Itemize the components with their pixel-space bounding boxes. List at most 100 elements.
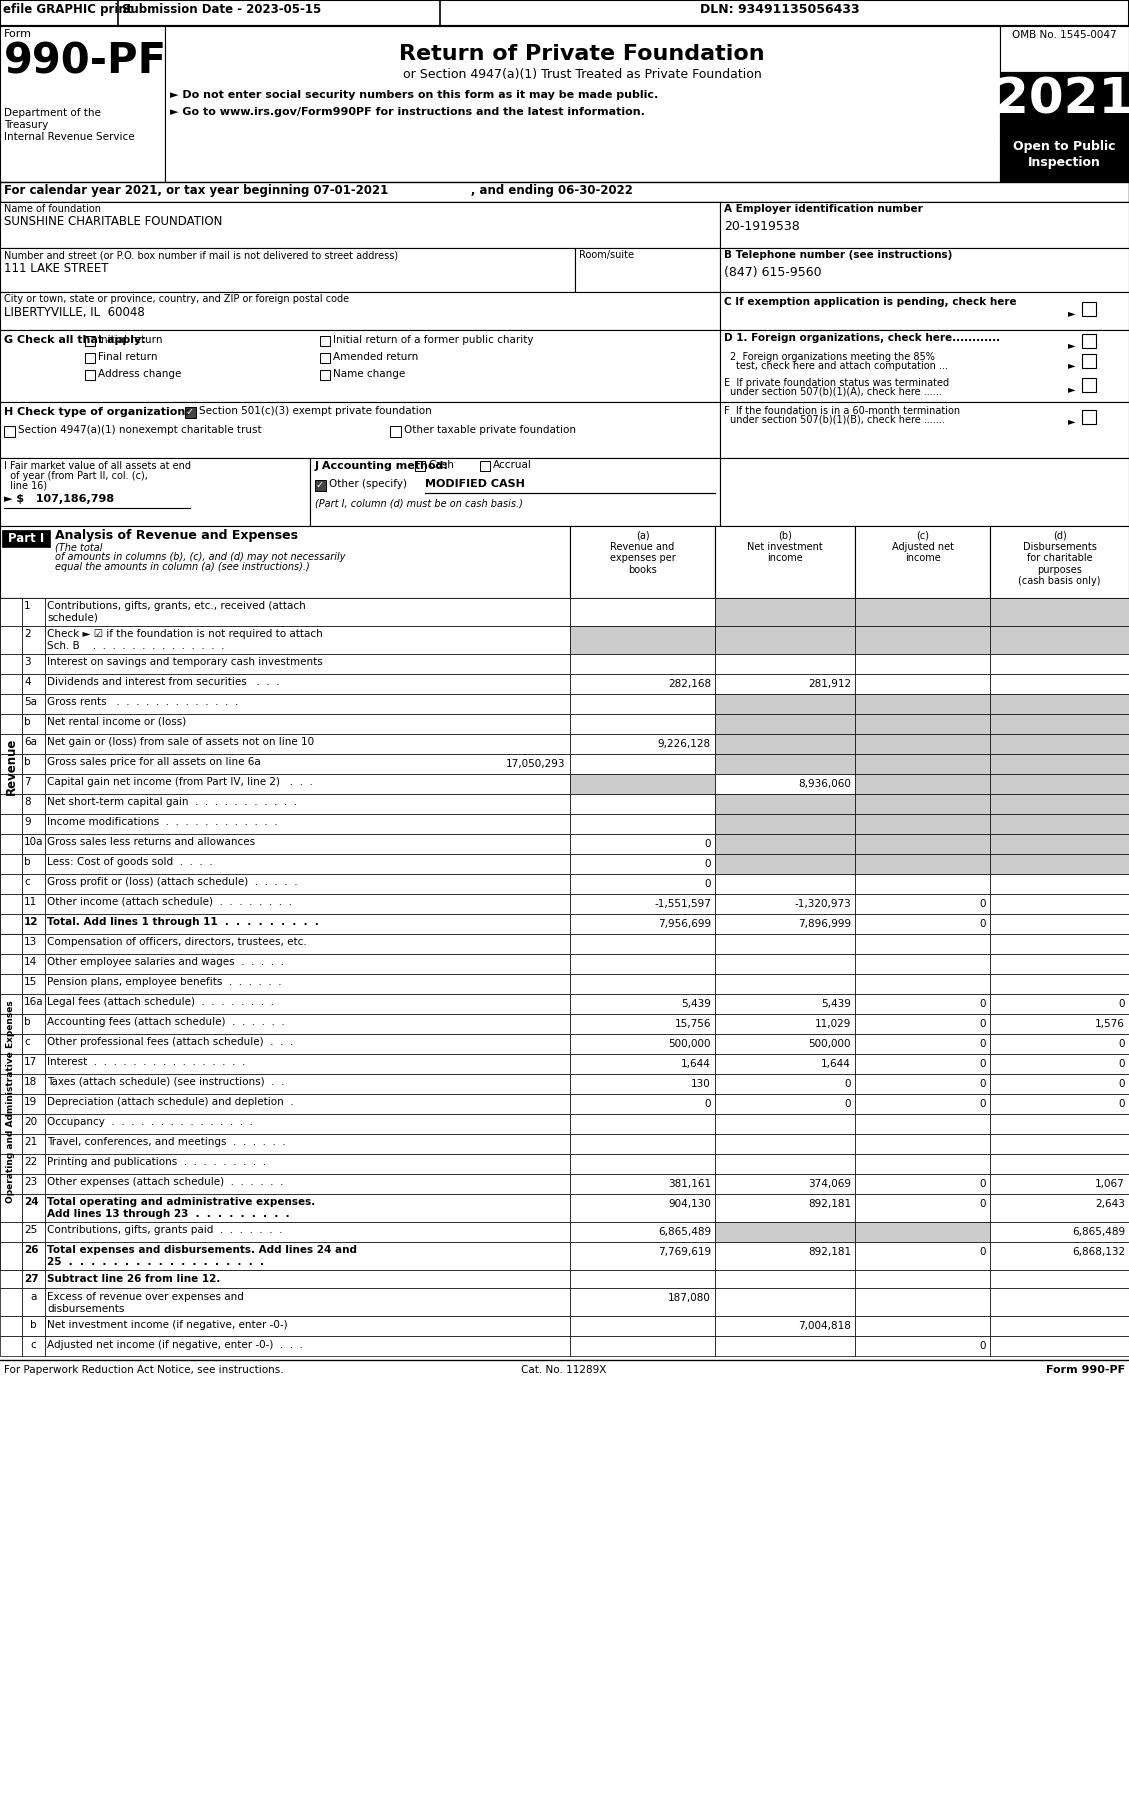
Bar xyxy=(21,599,45,626)
Text: 20-1919538: 20-1919538 xyxy=(724,219,799,234)
Bar xyxy=(0,1115,21,1135)
Text: 0: 0 xyxy=(980,1341,986,1350)
Text: Form 990-PF: Form 990-PF xyxy=(1045,1365,1124,1375)
Bar xyxy=(990,1093,1129,1115)
Text: 1,576: 1,576 xyxy=(1095,1019,1124,1028)
Bar xyxy=(45,814,570,834)
Text: 0: 0 xyxy=(1119,1079,1124,1090)
Bar xyxy=(0,1034,21,1054)
Bar xyxy=(715,894,855,913)
Bar xyxy=(570,1336,715,1356)
Text: ►: ► xyxy=(1068,307,1076,318)
Bar xyxy=(21,1093,45,1115)
Bar xyxy=(21,1223,45,1242)
Text: of amounts in columns (b), (c), and (d) may not necessarily: of amounts in columns (b), (c), and (d) … xyxy=(55,552,345,563)
Bar xyxy=(21,1174,45,1194)
Bar xyxy=(990,527,1129,599)
Text: 2,643: 2,643 xyxy=(1095,1199,1124,1208)
Bar xyxy=(45,1135,570,1154)
Text: -1,320,973: -1,320,973 xyxy=(794,899,851,910)
Bar xyxy=(21,814,45,834)
Bar xyxy=(45,1093,570,1115)
Bar xyxy=(720,403,1129,458)
Bar xyxy=(855,773,990,795)
Text: 904,130: 904,130 xyxy=(668,1199,711,1208)
Bar xyxy=(21,1115,45,1135)
Text: ✓: ✓ xyxy=(186,406,194,417)
Text: 8,936,060: 8,936,060 xyxy=(798,779,851,789)
Text: Submission Date - 2023-05-15: Submission Date - 2023-05-15 xyxy=(122,4,322,16)
Bar xyxy=(0,599,21,933)
Bar xyxy=(990,913,1129,933)
Bar xyxy=(570,714,715,734)
Text: Amended return: Amended return xyxy=(333,352,418,361)
Text: c: c xyxy=(24,1037,29,1046)
Bar xyxy=(21,694,45,714)
Bar xyxy=(990,674,1129,694)
Bar xyxy=(0,1154,21,1174)
Text: test, check here and attach computation ...: test, check here and attach computation … xyxy=(736,361,948,370)
Text: Contributions, gifts, grants, etc., received (attach
schedule): Contributions, gifts, grants, etc., rece… xyxy=(47,601,306,622)
Bar xyxy=(45,674,570,694)
Bar xyxy=(855,626,990,654)
Bar xyxy=(990,773,1129,795)
Text: Accounting fees (attach schedule)  .  .  .  .  .  .: Accounting fees (attach schedule) . . . … xyxy=(47,1018,285,1027)
Bar xyxy=(0,994,21,1014)
Bar xyxy=(715,694,855,714)
Bar xyxy=(855,753,990,773)
Bar xyxy=(715,773,855,795)
Bar xyxy=(570,1135,715,1154)
Bar xyxy=(855,1174,990,1194)
Bar xyxy=(855,955,990,975)
Text: (847) 615-9560: (847) 615-9560 xyxy=(724,266,822,279)
Text: 0: 0 xyxy=(844,1099,851,1109)
Bar xyxy=(570,599,715,626)
Bar xyxy=(855,527,990,599)
Bar xyxy=(720,201,1129,248)
Text: 3: 3 xyxy=(24,656,30,667)
Bar xyxy=(855,654,990,674)
Bar xyxy=(0,814,21,834)
Bar xyxy=(855,1223,990,1242)
Bar xyxy=(1082,354,1096,369)
Bar xyxy=(0,1242,21,1269)
Bar xyxy=(21,734,45,753)
Bar xyxy=(715,1034,855,1054)
Text: (a)
Revenue and
expenses per
books: (a) Revenue and expenses per books xyxy=(610,530,675,575)
Text: Final return: Final return xyxy=(98,352,158,361)
Bar xyxy=(570,874,715,894)
Bar xyxy=(990,933,1129,955)
Bar xyxy=(0,1093,21,1115)
Text: ► Do not enter social security numbers on this form as it may be made public.: ► Do not enter social security numbers o… xyxy=(170,90,658,101)
Bar xyxy=(0,933,21,955)
Text: ►: ► xyxy=(1068,360,1076,370)
Bar xyxy=(715,1174,855,1194)
Bar xyxy=(1082,302,1096,316)
Bar xyxy=(715,1093,855,1115)
Text: 17,050,293: 17,050,293 xyxy=(506,759,564,770)
Bar xyxy=(45,714,570,734)
Bar xyxy=(570,1093,715,1115)
Text: Less: Cost of goods sold  .  .  .  .: Less: Cost of goods sold . . . . xyxy=(47,858,212,867)
Bar xyxy=(715,1287,855,1316)
Text: 13: 13 xyxy=(24,937,37,948)
Bar xyxy=(0,1223,21,1242)
Text: Gross rents   .  .  .  .  .  .  .  .  .  .  .  .  .: Gross rents . . . . . . . . . . . . . xyxy=(47,698,238,707)
Text: Total operating and administrative expenses.
Add lines 13 through 23  .  .  .  .: Total operating and administrative expen… xyxy=(47,1197,315,1219)
Bar xyxy=(570,753,715,773)
Bar xyxy=(715,1115,855,1135)
Text: MODIFIED CASH: MODIFIED CASH xyxy=(425,478,525,489)
Text: 4: 4 xyxy=(24,678,30,687)
Bar xyxy=(45,1242,570,1269)
Text: Treasury: Treasury xyxy=(5,120,49,129)
Text: 19: 19 xyxy=(24,1097,37,1108)
Text: E  If private foundation status was terminated: E If private foundation status was termi… xyxy=(724,378,949,388)
Text: 10a: 10a xyxy=(24,838,44,847)
Bar xyxy=(21,874,45,894)
Bar xyxy=(0,955,21,975)
Bar xyxy=(21,1336,45,1356)
Bar xyxy=(715,913,855,933)
Bar xyxy=(0,1174,21,1194)
Bar xyxy=(45,1194,570,1223)
Text: LIBERTYVILLE, IL  60048: LIBERTYVILLE, IL 60048 xyxy=(5,306,145,318)
